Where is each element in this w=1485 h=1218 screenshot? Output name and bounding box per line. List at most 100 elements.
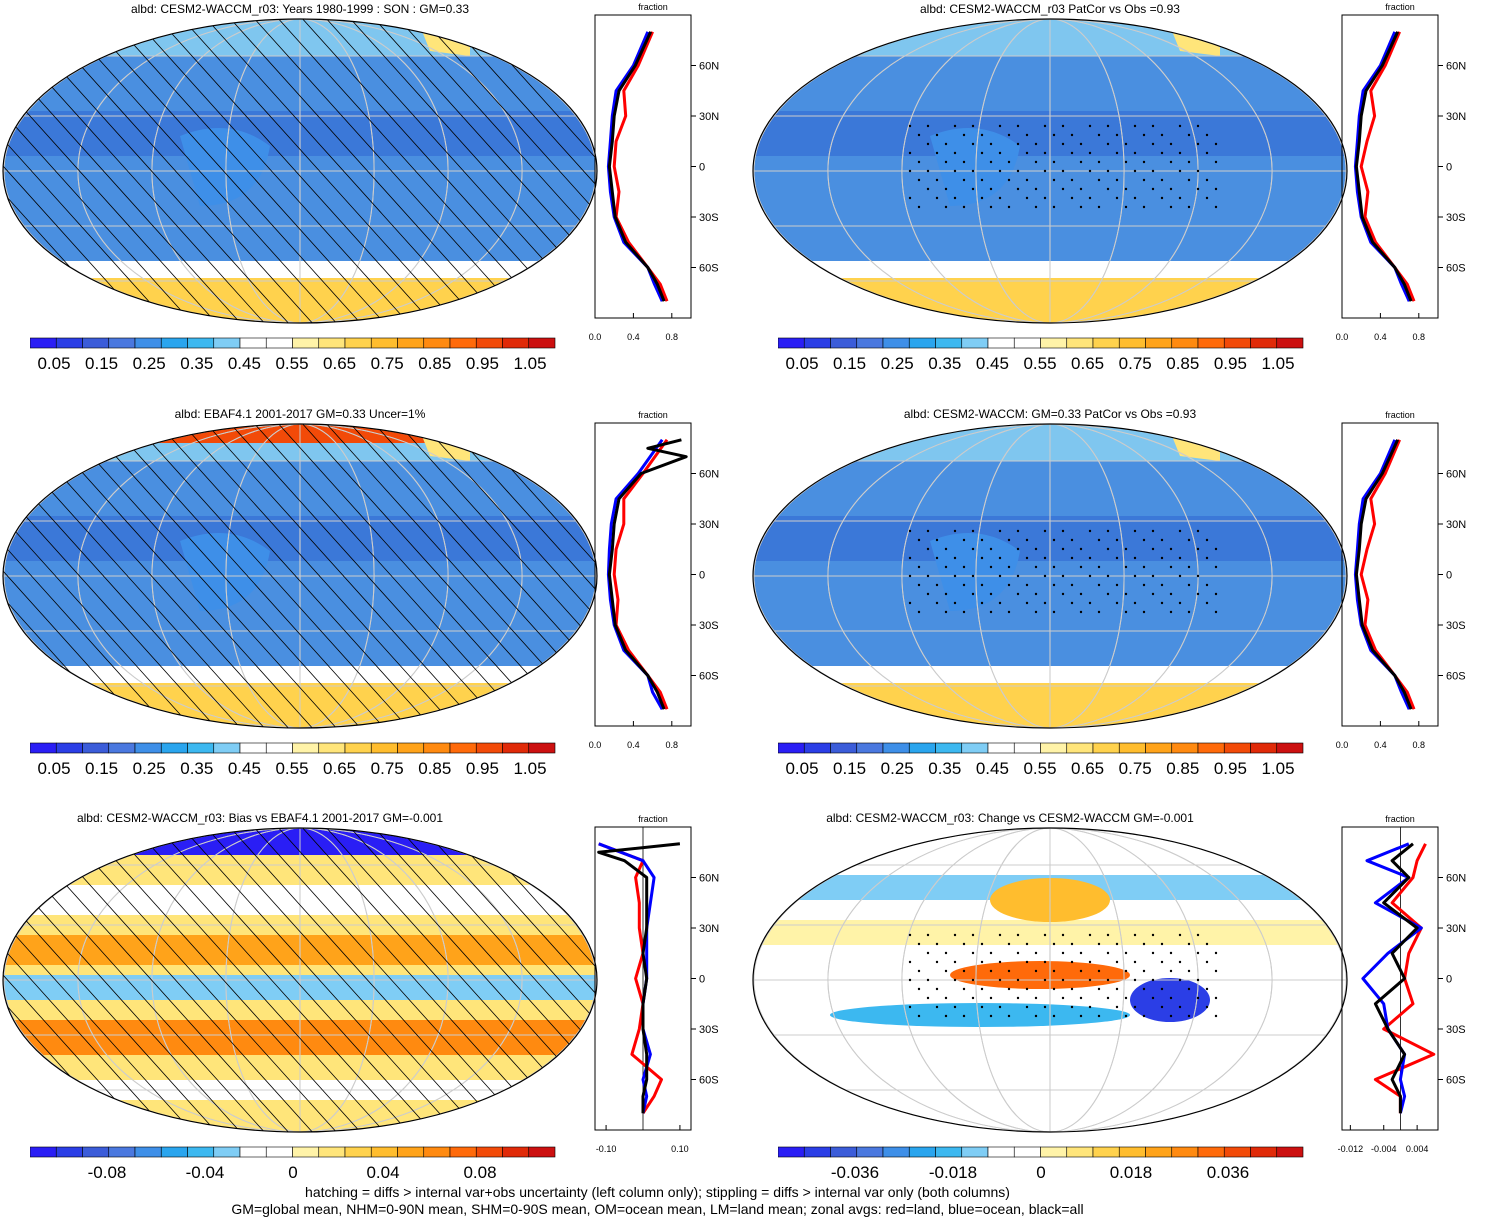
- colorbar-swatch: [502, 1146, 530, 1158]
- stipple-dot: [1178, 601, 1182, 605]
- colorbar-label: 0.55: [1023, 354, 1056, 373]
- zonal-x-label: 0.0: [589, 740, 602, 750]
- stipple-dot: [935, 133, 939, 137]
- stipple-dot: [1007, 969, 1011, 973]
- hatch-line: [467, 828, 597, 1132]
- stipple-dot: [971, 996, 975, 1000]
- zonal-lat-label: 30S: [699, 620, 719, 632]
- stipple-dot: [980, 1005, 984, 1009]
- colorbar-label: 0: [1036, 1163, 1045, 1182]
- stipple-dot: [1160, 151, 1164, 155]
- stipple-dot: [1007, 205, 1011, 209]
- stipple-dot: [1025, 601, 1029, 605]
- zonal-axis-title: fraction: [638, 814, 668, 824]
- stipple-dot: [935, 960, 939, 964]
- colorbar-swatch: [1171, 1146, 1199, 1158]
- zonal-x-label: 0.004: [1406, 1144, 1429, 1154]
- colorbar-swatch: [1145, 1146, 1173, 1158]
- colorbar-swatch: [344, 1146, 372, 1158]
- colorbar-swatch: [1066, 742, 1094, 754]
- colorbar-swatch: [108, 742, 136, 754]
- colorbar-3: 0.05 0.15 0.25 0.35 0.45 0.55 0.65 0.75 0.85 0.95…: [30, 742, 556, 778]
- stipple-dot: [1043, 1005, 1047, 1009]
- colorbar-swatch: [30, 1146, 57, 1158]
- zonal-axis-title: fraction: [1385, 2, 1415, 12]
- stipple-dot: [1169, 547, 1173, 551]
- colorbar-label: 0.95: [466, 354, 499, 373]
- stipple-dot: [1088, 978, 1092, 982]
- stipple-dot: [926, 124, 930, 128]
- zonal-x-label: 0.8: [666, 740, 679, 750]
- stipple-dot: [1097, 538, 1101, 542]
- hatch-line: [107, 424, 388, 728]
- hatch-line: [3, 19, 196, 323]
- stipple-dot: [1088, 933, 1092, 937]
- colorbar-swatch: [1092, 742, 1120, 754]
- zonal-plot-6: fraction 60N 30N 0 30S 60S -0.012 -0.004 0.004: [1338, 814, 1467, 1154]
- colorbar-swatch: [987, 337, 1015, 349]
- graticule-lon-3: [77, 828, 523, 1132]
- hatch-line: [443, 424, 597, 728]
- stipple-dot: [917, 1014, 921, 1018]
- stipple-dot: [953, 574, 957, 578]
- colorbar-swatch: [1171, 337, 1199, 349]
- stipple-dot: [1133, 529, 1137, 533]
- stipple-dot: [1205, 151, 1209, 155]
- zonal-lat-label: 30S: [1446, 1024, 1466, 1036]
- graticule-lon-4: [753, 424, 1347, 728]
- stipple-dot: [1070, 151, 1074, 155]
- stipple-dot: [1205, 178, 1209, 182]
- stipple-dot: [1061, 142, 1065, 146]
- field-land-africa: [930, 128, 1020, 206]
- colorbar-swatch: [475, 1146, 503, 1158]
- stipple-dot: [1079, 610, 1083, 614]
- stipple-dot: [1133, 151, 1137, 155]
- stipple-dot: [1025, 987, 1029, 991]
- colorbar-label: 0.65: [1071, 759, 1104, 778]
- hatch-line: [203, 424, 484, 728]
- stipple-dot: [1052, 538, 1056, 542]
- colorbar-swatch: [1013, 742, 1041, 754]
- stipple-dot: [908, 151, 912, 155]
- stipple-dot: [1061, 996, 1065, 1000]
- hatch-line: [227, 424, 508, 728]
- colorbar-label: 0.05: [37, 759, 70, 778]
- colorbar-label: 0.95: [1214, 759, 1247, 778]
- stipple-dot: [1187, 565, 1191, 569]
- stipple-dot: [1097, 987, 1101, 991]
- stipple-dot: [998, 556, 1002, 560]
- stipple-dot: [1088, 151, 1092, 155]
- zonal-x-label: 0.0: [1336, 740, 1349, 750]
- stipple-dot: [1124, 592, 1128, 596]
- stipple-dot: [962, 565, 966, 569]
- stipple-dot: [1016, 951, 1020, 955]
- hatch-line: [59, 828, 340, 1132]
- stipple-dot: [1151, 169, 1155, 173]
- stipple-dot: [1025, 1005, 1029, 1009]
- map-panel-5: [2, 827, 598, 1133]
- stipple-dot: [1070, 196, 1074, 200]
- stipple-dot: [1016, 547, 1020, 551]
- colorbar-swatch: [1145, 337, 1173, 349]
- hatch-line: [443, 19, 597, 323]
- zonal-lat-label: 60S: [699, 263, 719, 275]
- stipple-dot: [1124, 142, 1128, 146]
- stipple-dot: [1205, 1005, 1209, 1009]
- stipple-dot: [1169, 951, 1173, 955]
- colorbar-1: 0.05 0.15 0.25 0.35 0.45 0.55 0.65 0.75 0.85 0.95…: [30, 337, 556, 373]
- stipple-dot: [1142, 987, 1146, 991]
- stipple-dot: [1007, 133, 1011, 137]
- stipple-dot: [1007, 942, 1011, 946]
- zonal-lat-label: 30S: [699, 1024, 719, 1036]
- hatch-line: [3, 828, 220, 1132]
- stipple-dot: [1007, 583, 1011, 587]
- stipple-dot: [962, 1014, 966, 1018]
- stipple-dot: [935, 151, 939, 155]
- graticule-lon-1: [225, 828, 375, 1132]
- colorbar-swatch: [1013, 1146, 1041, 1158]
- stipple-dot: [1070, 601, 1074, 605]
- colorbar-swatch: [1066, 337, 1094, 349]
- zonal-x-label: -0.012: [1338, 1144, 1364, 1154]
- stipple-dot: [935, 583, 939, 587]
- colorbar-swatch: [1066, 1146, 1094, 1158]
